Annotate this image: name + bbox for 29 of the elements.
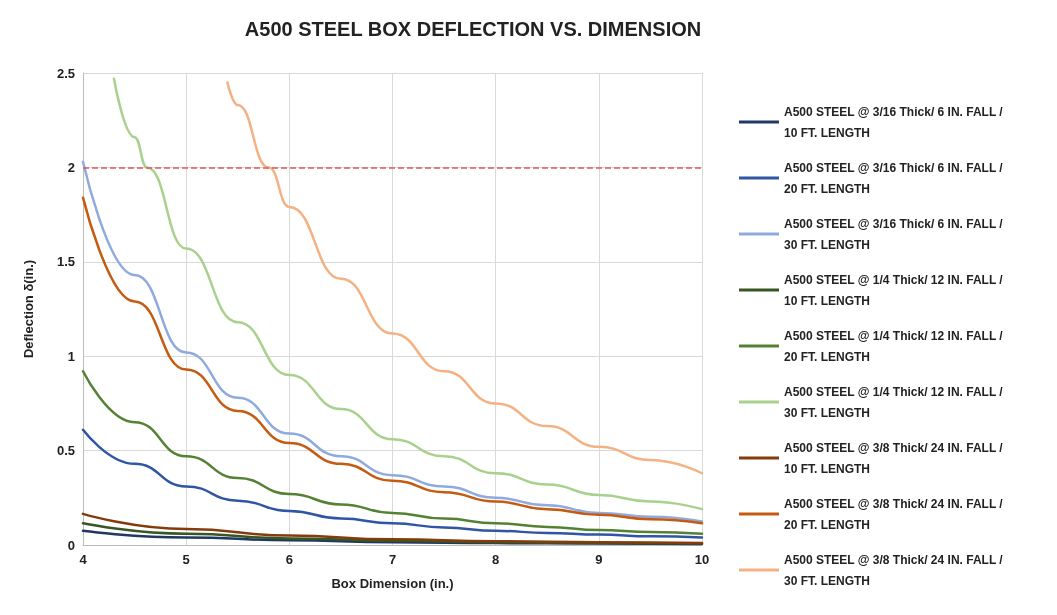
legend-label: A500 STEEL @ 3/8 Thick/ 24 IN. FALL / 20 FT. LENGTH <box>784 496 1006 532</box>
line-series <box>226 81 704 475</box>
chart-title: A500 STEEL BOX DEFLECTION VS. DIMENSION <box>244 18 702 40</box>
line-series <box>81 428 704 539</box>
line-series <box>81 370 704 535</box>
legend-label: A500 STEEL @ 1/4 Thick/ 12 IN. FALL / 20 FT. LENGTH <box>784 328 1006 364</box>
legend-label: A500 STEEL @ 1/4 Thick/ 12 IN. FALL / 10 FT. LENGTH <box>784 272 1006 308</box>
legend-label: A500 STEEL @ 3/16 Thick/ 6 IN. FALL / 30 FT. LENGTH <box>784 216 1006 252</box>
y-axis-title: Deflection δ(in.) <box>21 259 36 359</box>
legend-label: A500 STEEL @ 3/8 Thick/ 24 IN. FALL / 30 FT. LENGTH <box>784 552 1006 588</box>
legend-label: A500 STEEL @ 3/8 Thick/ 24 IN. FALL / 10 FT. LENGTH <box>784 440 1006 476</box>
legend-label: A500 STEEL @ 3/16 Thick/ 6 IN. FALL / 10 FT. LENGTH <box>784 104 1006 140</box>
line-series <box>112 77 704 511</box>
x-tick-label: 4 <box>79 552 88 567</box>
x-tick-label: 10 <box>694 552 710 567</box>
y-tick-label: 2.5 <box>56 65 75 81</box>
x-axis-title: Box Dimension (in.) <box>331 576 454 591</box>
x-tick-label: 7 <box>388 552 397 567</box>
x-tick-label: 5 <box>182 552 190 567</box>
x-tick-label: 9 <box>595 552 603 567</box>
y-tick-label: 0.5 <box>56 443 75 459</box>
y-tick-label: 1.5 <box>56 254 75 270</box>
y-tick-label: 2 <box>67 159 75 175</box>
y-tick-label: 1 <box>67 348 75 364</box>
legend-label: A500 STEEL @ 1/4 Thick/ 12 IN. FALL / 30 FT. LENGTH <box>784 384 1006 420</box>
y-tick-label: 0 <box>67 537 75 553</box>
legend-label: A500 STEEL @ 3/16 Thick/ 6 IN. FALL / 20 FT. LENGTH <box>784 160 1006 196</box>
x-tick-label: 8 <box>492 552 500 567</box>
x-tick-label: 6 <box>285 552 293 567</box>
